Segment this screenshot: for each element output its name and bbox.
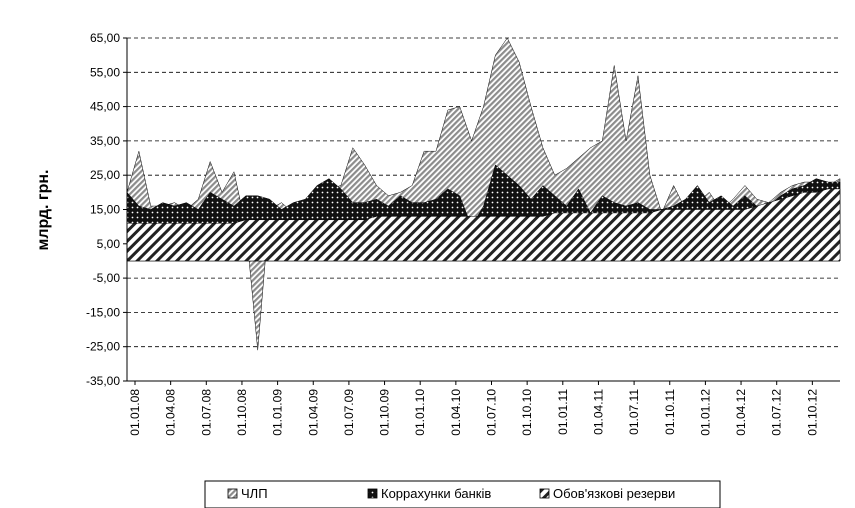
y-tick-label: 25,00	[90, 168, 120, 182]
legend-label: ЧЛП	[241, 486, 268, 501]
y-tick-label: 55,00	[90, 65, 120, 79]
x-tick-label: 01.04.12	[734, 389, 748, 436]
x-tick-label: 01.07.10	[485, 389, 499, 436]
legend-swatch	[227, 488, 238, 499]
y-tick-label: -15,00	[86, 305, 120, 319]
y-tick-label: 45,00	[90, 100, 120, 114]
x-tick-label: 01.07.08	[199, 389, 213, 436]
y-axis-label: млрд. грн.	[35, 170, 52, 251]
x-tick-label: 01.04.09	[306, 389, 320, 436]
y-tick-label: -35,00	[86, 374, 120, 388]
x-tick-label: 01.07.11	[627, 389, 641, 435]
legend-label: Обов'язкові резерви	[553, 486, 675, 501]
x-tick-label: 01.10.09	[378, 389, 392, 436]
y-tick-label: 15,00	[90, 203, 120, 217]
x-tick-label: 01.01.09	[271, 389, 285, 436]
x-tick-label: 01.01.11	[556, 389, 570, 435]
x-tick-label: 01.01.08	[128, 389, 142, 436]
x-tick-label: 01.07.12	[770, 389, 784, 436]
legend-label: Коррахунки банків	[381, 486, 491, 501]
x-tick-label: 01.04.11	[591, 389, 605, 435]
legend-swatch	[539, 488, 550, 499]
y-tick-label: -25,00	[86, 340, 120, 354]
legend-box	[204, 480, 721, 508]
area	[126, 37, 841, 351]
area	[126, 188, 841, 262]
x-tick-label: 01.10.12	[805, 389, 819, 436]
y-tick-label: -5,00	[93, 271, 121, 285]
x-tick-label: 01.10.08	[235, 389, 249, 436]
x-tick-label: 01.04.10	[449, 389, 463, 436]
x-tick-label: 01.01.12	[698, 389, 712, 436]
y-tick-label: 35,00	[90, 134, 120, 148]
y-tick-label: 65,00	[90, 31, 120, 45]
legend-swatch	[367, 488, 378, 499]
x-tick-label: 01.07.09	[342, 389, 356, 436]
x-tick-label: 01.10.11	[663, 389, 677, 435]
x-tick-label: 01.10.10	[520, 389, 534, 436]
x-tick-label: 01.01.10	[413, 389, 427, 436]
y-tick-label: 5,00	[97, 237, 121, 251]
x-tick-label: 01.04.08	[164, 389, 178, 436]
